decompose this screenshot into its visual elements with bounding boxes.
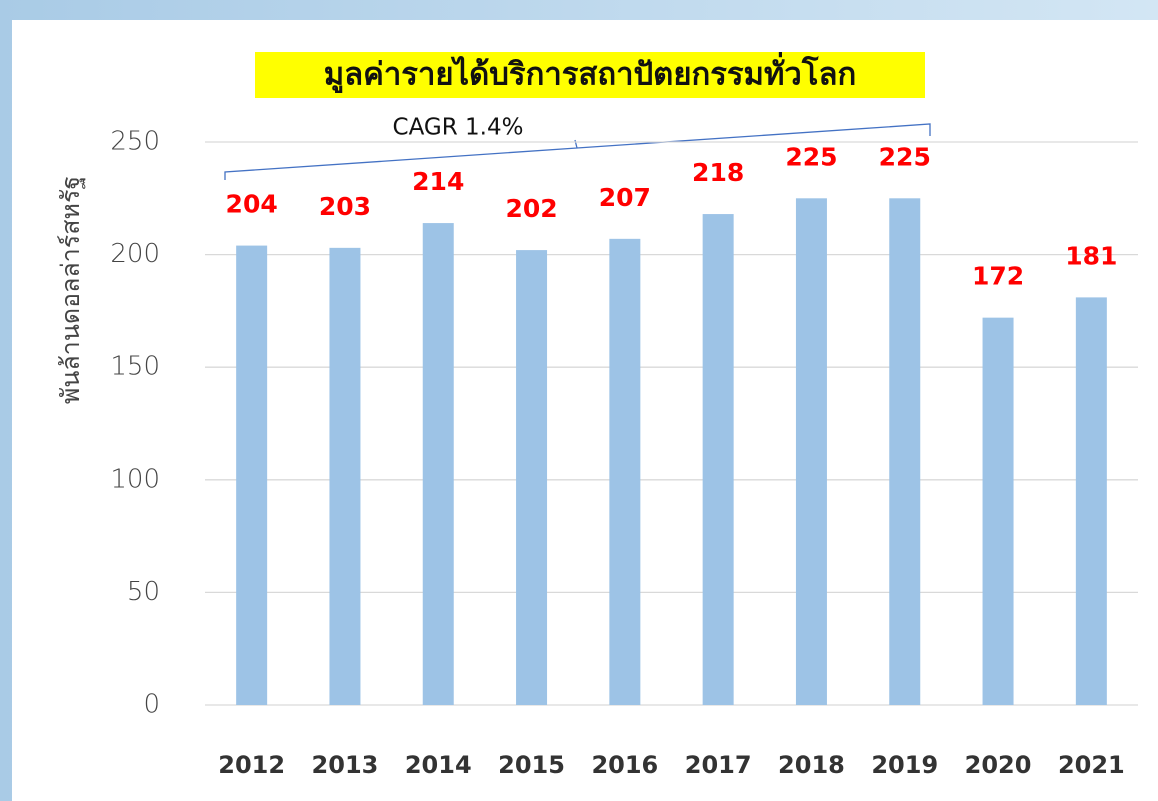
bar (516, 250, 548, 705)
bar (236, 245, 268, 706)
y-tick-label: 50 (127, 577, 160, 607)
bar (1075, 297, 1107, 705)
data-label: 202 (505, 194, 557, 223)
bar (609, 238, 641, 705)
y-tick-label: 100 (110, 464, 160, 494)
bar (329, 247, 361, 705)
y-tick-label: 200 (110, 239, 160, 269)
data-label: 172 (972, 262, 1024, 291)
data-label: 207 (599, 183, 651, 212)
x-tick-label: 2015 (498, 751, 565, 779)
annotation: CAGR 1.4% (393, 115, 524, 141)
panel (12, 20, 1158, 801)
chart-title: มูลค่ารายได้บริการสถาปัตยกรรมทั่วโลก (324, 52, 857, 94)
y-tick-label: 250 (110, 127, 160, 157)
bar (889, 198, 921, 706)
cagr-bracket (224, 123, 931, 180)
x-tick-label: 2018 (778, 751, 845, 779)
y-tick-label: 0 (143, 690, 160, 720)
bar (795, 198, 827, 706)
x-tick-label: 2019 (871, 751, 938, 779)
x-tick-label: 2012 (218, 751, 285, 779)
x-tick-label: 2016 (591, 751, 658, 779)
data-label: 214 (412, 167, 464, 196)
data-label: 218 (692, 158, 744, 187)
data-label: 181 (1065, 241, 1117, 270)
data-label: 225 (785, 142, 837, 171)
x-tick-label: 2017 (685, 751, 752, 779)
bar (982, 317, 1014, 705)
x-tick-label: 2014 (405, 751, 472, 779)
x-tick-label: 2020 (965, 751, 1032, 779)
bar (702, 214, 734, 705)
y-axis-label: พันล้านดอลล่าร์สหรัฐ (56, 176, 85, 404)
x-tick-label: 2013 (312, 751, 379, 779)
data-label: 225 (879, 142, 931, 171)
data-label: 204 (226, 190, 278, 219)
title-highlight (255, 52, 925, 98)
y-tick-label: 150 (110, 352, 160, 382)
bar (422, 223, 454, 705)
x-tick-label: 2021 (1058, 751, 1125, 779)
data-label: 203 (319, 192, 371, 221)
